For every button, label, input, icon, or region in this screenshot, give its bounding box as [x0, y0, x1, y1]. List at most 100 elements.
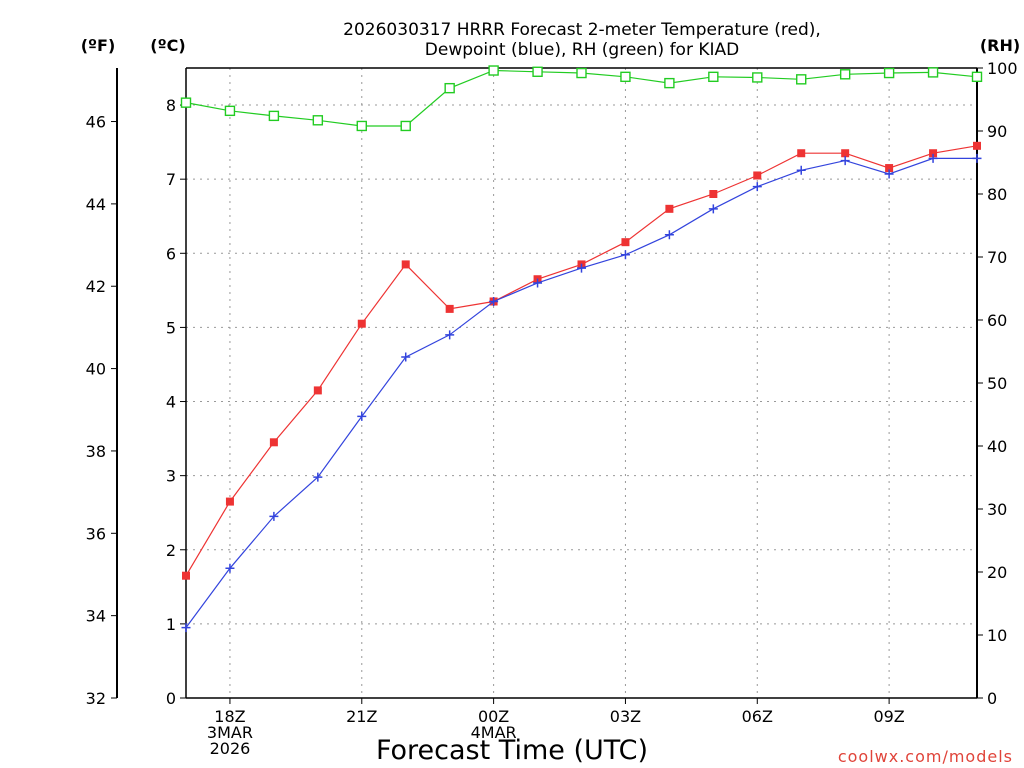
temperature-point — [753, 171, 762, 180]
fahrenheit-tick-label: 34 — [86, 607, 106, 626]
temperature-point — [621, 238, 630, 247]
x-tick-label: 00Z — [478, 707, 509, 726]
rh-tick-label: 90 — [987, 122, 1007, 141]
fahrenheit-tick-label: 44 — [86, 195, 106, 214]
rh-point — [576, 67, 587, 79]
rh-point — [488, 65, 499, 76]
dewpoint-point — [708, 204, 718, 214]
fahrenheit-tick-label: 42 — [86, 277, 106, 296]
temperature-point — [841, 149, 850, 158]
x-tick-label: 2026 — [210, 739, 251, 758]
dewpoint-point — [313, 472, 323, 482]
dewpoint-point — [796, 165, 806, 175]
celsius-tick-label: 0 — [166, 689, 176, 708]
x-tick-label: 21Z — [346, 707, 377, 726]
rh-tick-label: 100 — [987, 59, 1018, 78]
dewpoint-point — [840, 156, 850, 166]
celsius-tick-label: 3 — [166, 467, 176, 486]
celsius-tick-label: 6 — [166, 244, 176, 263]
rh-point — [180, 97, 192, 108]
dewpoint-point — [225, 563, 235, 573]
dewpoint-point — [401, 352, 411, 362]
grid-lines — [186, 68, 977, 698]
temperature-point — [973, 141, 981, 150]
x-tick-label: 06Z — [742, 707, 773, 726]
dewpoint-point — [620, 250, 630, 260]
rh-point — [752, 72, 763, 83]
rh-point — [708, 71, 719, 83]
x-tick-label: 3MAR — [207, 723, 253, 742]
dewpoint-point — [269, 511, 279, 521]
rh-tick-label: 0 — [987, 689, 997, 708]
x-tick-label: 4MAR — [471, 723, 517, 742]
rh-point — [664, 77, 675, 89]
fahrenheit-tick-label: 36 — [86, 524, 106, 543]
temperature-point — [929, 149, 938, 158]
axes — [111, 67, 983, 704]
dewpoint-point — [181, 623, 191, 633]
rh-tick-label: 30 — [987, 500, 1007, 519]
fahrenheit-tick-label: 46 — [86, 113, 106, 132]
rh-point — [400, 120, 411, 132]
dewpoint-point — [752, 182, 762, 192]
dewpoint-point — [489, 296, 499, 306]
x-axis-label: Forecast Time (UTC) — [376, 735, 648, 766]
rh-tick-label: 20 — [987, 563, 1007, 582]
temperature-point — [709, 190, 718, 198]
dewpoint-point — [972, 153, 982, 163]
temperature-point — [885, 164, 894, 173]
rh-tick-label: 80 — [987, 185, 1007, 204]
rh-tick-label: 40 — [987, 437, 1007, 456]
rh-line — [185, 69, 978, 127]
rh-unit-label: (RH) — [980, 36, 1020, 55]
celsius-tick-label: 2 — [166, 541, 176, 560]
rh-tick-label: 60 — [987, 311, 1007, 330]
rh-point — [839, 69, 851, 80]
temperature-point — [313, 386, 322, 395]
credit-label: coolwx.com/models — [838, 747, 1013, 766]
fahrenheit-tick-label: 32 — [86, 689, 106, 708]
rh-point — [356, 120, 367, 132]
dewpoint-point — [357, 411, 367, 421]
dewpoint-point — [664, 230, 674, 240]
dewpoint-line — [185, 157, 977, 628]
fahrenheit-tick-label: 38 — [86, 442, 106, 461]
celsius-tick-label: 1 — [166, 615, 176, 634]
rh-point — [268, 110, 280, 122]
celsius-tick-label: 7 — [166, 170, 176, 189]
temperature-point — [182, 571, 190, 580]
temperature-point — [225, 497, 234, 506]
celsius-unit-label: (ºC) — [150, 36, 185, 55]
rh-point — [312, 115, 324, 126]
dewpoint-point — [577, 263, 586, 273]
fahrenheit-tick-label: 40 — [86, 360, 106, 379]
rh-point — [224, 105, 236, 117]
rh-point — [927, 67, 939, 78]
x-tick-label: 09Z — [873, 707, 904, 726]
temperature-series — [182, 141, 981, 580]
dewpoint-series — [181, 153, 982, 633]
temperature-point — [357, 319, 366, 328]
rh-point — [883, 67, 895, 79]
chart-title-line2: Dewpoint (blue), RH (green) for KIAD — [425, 40, 739, 60]
rh-tick-label: 70 — [987, 248, 1007, 267]
celsius-tick-label: 5 — [166, 318, 176, 337]
rh-series — [180, 65, 983, 132]
dewpoint-point — [928, 153, 938, 163]
x-tick-label: 03Z — [610, 707, 641, 726]
temperature-point — [797, 149, 806, 158]
rh-tick-label: 50 — [987, 374, 1007, 393]
rh-point — [796, 74, 807, 85]
celsius-tick-label: 8 — [166, 96, 176, 115]
temperature-point — [665, 204, 674, 213]
rh-tick-label: 10 — [987, 626, 1007, 645]
dewpoint-point — [533, 278, 543, 288]
dewpoint-point — [884, 169, 894, 179]
x-tick-label: 18Z — [214, 707, 245, 726]
rh-point — [444, 82, 455, 94]
temperature-point — [445, 304, 454, 313]
series-layer — [180, 65, 983, 633]
fahrenheit-unit-label: (ºF) — [81, 36, 116, 55]
